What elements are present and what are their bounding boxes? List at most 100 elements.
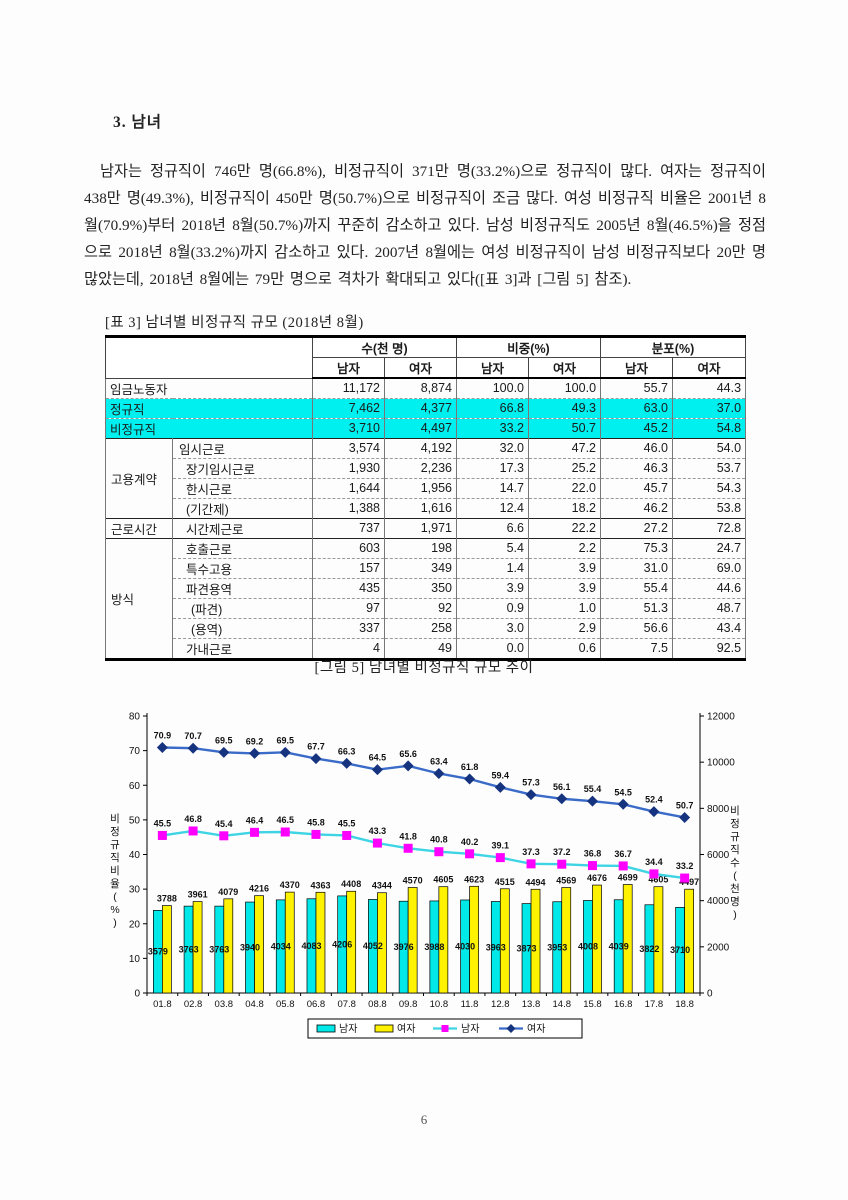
square-marker [311, 829, 321, 839]
diamond-marker [341, 757, 353, 769]
bar [192, 901, 203, 994]
table-caption: [표 3] 남녀별 비정규직 규모 (2018년 8월) [105, 315, 364, 331]
x-axis-tick-label: 02.8 [184, 999, 203, 1010]
line-value-label: 45.5 [154, 818, 172, 828]
x-axis-tick-label: 07.8 [337, 999, 356, 1010]
row-label: (용역) [172, 617, 313, 638]
table-value-cell: 24.7 [672, 537, 747, 558]
table-value-cell: 2.9 [527, 617, 602, 638]
left-axis-tick-label: 30 [129, 885, 141, 896]
square-marker [649, 869, 659, 879]
diamond-marker [648, 806, 660, 818]
table-row: 한시근로 1,644 1,956 14.7 22.0 45.7 54.3 [106, 477, 747, 498]
row-label: 한시근로 [172, 477, 313, 498]
table-value-cell: 7.5 [600, 637, 674, 659]
bar [592, 884, 602, 994]
table-value-cell: 53.8 [672, 497, 747, 518]
axis-title-char: ) [113, 917, 117, 929]
row-label: 특수고용 [172, 557, 313, 578]
line-value-label: 69.2 [246, 736, 264, 746]
table-value-cell: 3,710 [312, 417, 385, 438]
table-value-cell: 4,497 [384, 417, 457, 438]
line-value-label: 57.3 [522, 778, 540, 788]
x-axis-tick-label: 04.8 [245, 999, 264, 1010]
bar-value-label: 4370 [280, 880, 300, 890]
line-value-label: 37.2 [553, 847, 571, 857]
square-marker [465, 849, 475, 859]
diamond-marker [371, 764, 383, 776]
square-marker [342, 830, 352, 840]
table-value-cell: 12.4 [456, 497, 529, 518]
square-marker [526, 859, 536, 869]
square-marker [219, 831, 229, 841]
line-value-label: 65.6 [399, 749, 417, 759]
line-value-label: 54.5 [614, 787, 632, 797]
left-axis-tick-label: 80 [129, 712, 141, 723]
row-group-label: 방식 [105, 537, 173, 659]
bar-value-label: 4408 [341, 879, 361, 889]
left-axis-tick-label: 20 [129, 919, 141, 930]
x-axis-tick-label: 14.8 [553, 999, 572, 1010]
row-label: 호출근로 [172, 537, 313, 558]
x-axis-tick-label: 10.8 [430, 999, 449, 1010]
left-axis-tick-label: 40 [129, 850, 141, 861]
gender-irregular-table: 수(천 명) 비중(%) 분포(%) 남자 여자 남자 여자 남자 여자 임금노동자 11,172… [105, 335, 747, 661]
line-value-label: 70.9 [154, 731, 172, 741]
axis-title-char: 비 [110, 865, 120, 877]
table-value-cell: 1,930 [312, 457, 385, 478]
line-value-label: 45.4 [215, 819, 233, 829]
table-value-cell: 55.7 [600, 377, 674, 398]
table-value-cell: 45.2 [600, 417, 674, 438]
table-value-cell: 46.2 [600, 497, 674, 518]
section-heading: 3. 남녀 [113, 114, 163, 131]
row-label: 비정규직 [105, 417, 313, 438]
diamond-marker [433, 767, 445, 779]
diamond-marker [187, 742, 199, 754]
table-value-cell: 3.9 [456, 577, 529, 598]
left-axis-ticks: 0 10 20 30 40 50 60 70 80 [129, 712, 147, 1000]
bar-labels-female: 3788 3961 4079 4216 4370 4363 4408 4344 4570 4605… [157, 873, 699, 904]
legend-label: 남자 [339, 1023, 357, 1035]
bar-value-label: 4079 [218, 887, 238, 897]
table-value-cell: 11,172 [312, 377, 385, 398]
bar-value-label: 4034 [271, 941, 291, 951]
table-subheader: 남자 [600, 357, 674, 379]
legend-label: 여자 [527, 1023, 545, 1035]
bar-value-label: 4570 [403, 876, 423, 886]
table-value-cell: 55.4 [600, 577, 674, 598]
left-axis-tick-label: 60 [129, 781, 141, 792]
line-value-label: 67.7 [307, 742, 325, 752]
x-axis-tick-label: 08.8 [368, 999, 387, 1010]
trend-line [162, 829, 685, 880]
x-axis-tick-label: 16.8 [614, 999, 633, 1010]
right-axis-tick-label: 2000 [707, 942, 730, 953]
table-body: 임금노동자 11,172 8,874 100.0 100.0 55.7 44.3 정규직 7,4… [105, 377, 747, 659]
table-value-cell: 2.2 [527, 537, 602, 558]
row-label: 임시근로 [172, 437, 313, 458]
bar [407, 887, 418, 994]
axis-title-char: 규 [110, 839, 120, 851]
diamond-marker [310, 753, 322, 765]
x-axis-tick-label: 17.8 [645, 999, 664, 1010]
bar [469, 885, 479, 994]
bar-value-label: 4344 [372, 881, 392, 891]
table-row: (용역) 337 258 3.0 2.9 56.6 43.4 [106, 617, 747, 638]
row-label: 정규직 [105, 397, 313, 418]
table-row: 근로시간 시간제근로 737 1,971 6.6 22.2 27.2 72.8 [105, 517, 747, 538]
square-marker [557, 859, 567, 869]
line-value-label: 52.4 [645, 795, 663, 805]
square-marker [680, 873, 690, 883]
line-value-label: 39.1 [492, 841, 510, 851]
line-value-label: 66.3 [338, 746, 356, 756]
square-marker [157, 830, 167, 840]
table-value-cell: 25.2 [527, 457, 602, 478]
bar-value-label: 3963 [486, 942, 506, 952]
line-value-label: 37.3 [522, 847, 540, 857]
table-value-cell: 27.2 [600, 517, 674, 538]
table-value-cell: 56.6 [600, 617, 674, 638]
bar-value-label: 3822 [639, 944, 659, 954]
table-value-cell: 3.0 [456, 617, 529, 638]
table-value-cell: 3,574 [312, 437, 385, 458]
table-row: 파견용역 435 350 3.9 3.9 55.4 44.6 [106, 577, 747, 598]
axis-title-char: 비 [730, 805, 740, 817]
